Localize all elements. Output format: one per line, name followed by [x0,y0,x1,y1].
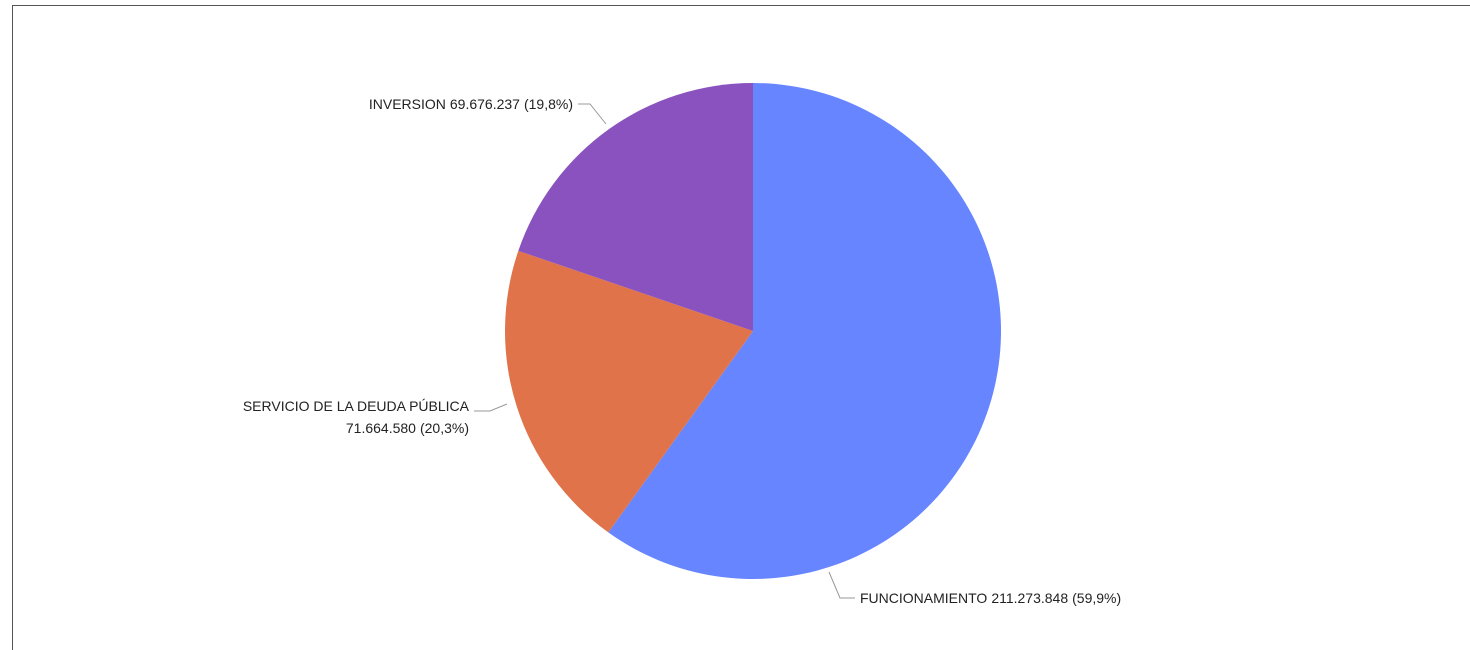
pie-slice [608,83,1002,580]
percent-label: (59,9%) [1072,590,1121,606]
value-label: 71.664.580 [346,420,416,436]
slice-label: INVERSION 69.676.237 (19,8%) [369,96,573,112]
leader-line [828,571,855,599]
category-label: FUNCIONAMIENTO [860,590,987,606]
pie-slice [518,82,753,331]
category-label: INVERSION [369,96,446,112]
percent-label: (19,8%) [524,96,573,112]
value-label: 211.273.848 [991,590,1068,606]
slice-label: FUNCIONAMIENTO 211.273.848 (59,9%) [860,590,1121,606]
value-label: 69.676.237 [450,96,520,112]
pie-slice [505,250,753,533]
leader-line [474,403,508,412]
leader-line [578,103,607,125]
category-label: SERVICIO DE LA DEUDA PÚBLICA [243,398,470,414]
slice-label: SERVICIO DE LA DEUDA PÚBLICA 71.664.580 (2… [243,398,470,436]
percent-label: (20,3%) [420,420,469,436]
